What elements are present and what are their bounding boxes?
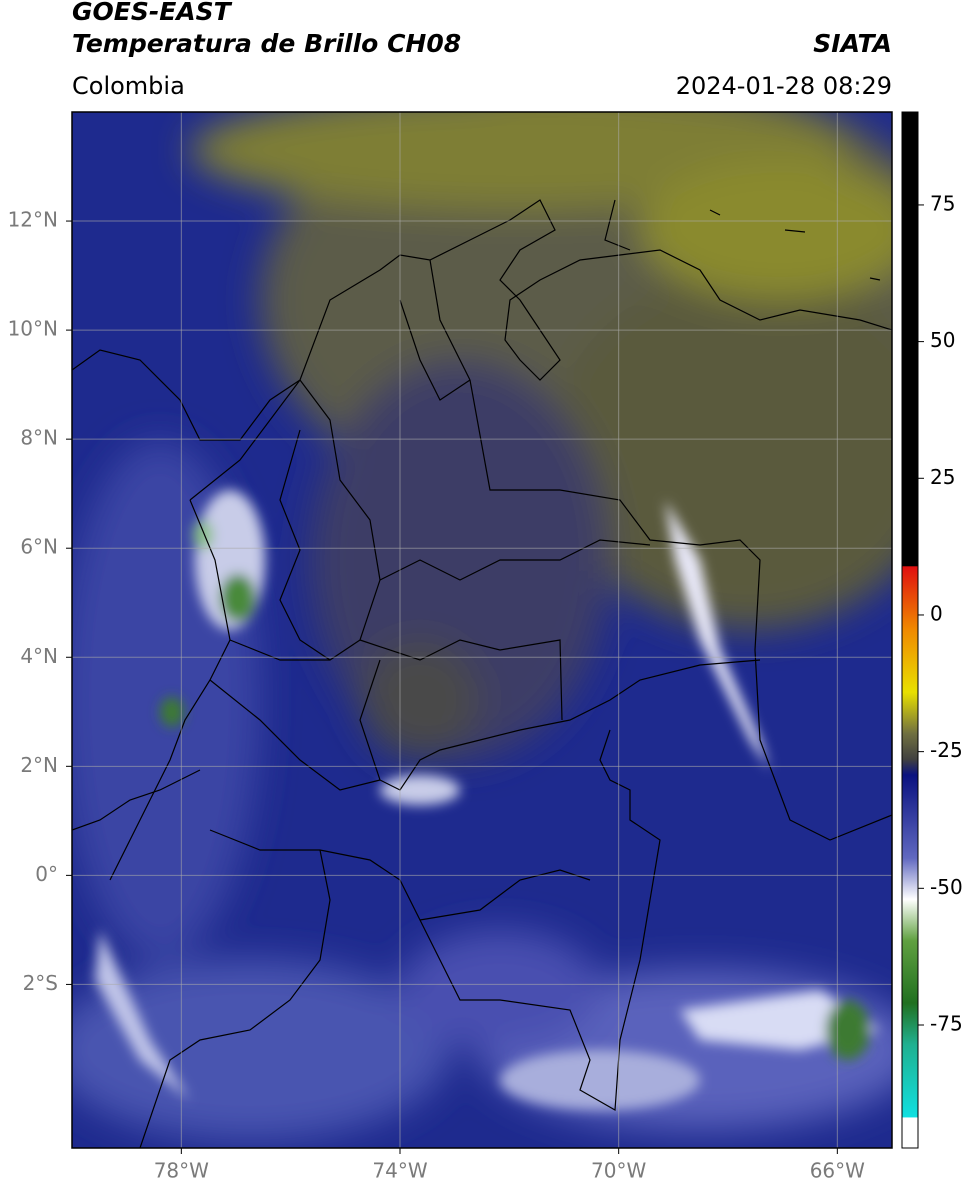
y-tick-label: 10°N xyxy=(8,317,58,341)
satellite-image xyxy=(72,112,892,1148)
region: Colombia xyxy=(72,72,185,100)
x-tick-label: 70°W xyxy=(591,1159,646,1183)
colorbar-tick-label: 75 xyxy=(930,191,955,215)
y-tick-label: 12°N xyxy=(8,208,58,232)
x-tick-label: 66°W xyxy=(810,1159,865,1183)
colorbar-tick-label: 50 xyxy=(930,328,955,352)
borders xyxy=(72,199,892,1148)
colorbar-tick-label: -50 xyxy=(930,875,963,899)
y-tick-label: 0° xyxy=(35,862,58,886)
title: GOES-EAST xyxy=(72,0,233,26)
datetime: 2024-01-28 08:29 xyxy=(676,72,892,100)
colorbar xyxy=(901,111,919,1149)
x-tick-label: 74°W xyxy=(372,1159,427,1183)
y-tick-label: 4°N xyxy=(20,644,58,668)
subtitle: Temperatura de Brillo CH08 xyxy=(72,29,461,58)
colorbar-tick-label: 25 xyxy=(930,465,955,489)
y-tick-label: 6°N xyxy=(20,535,58,559)
map-frame xyxy=(71,111,893,1149)
graticule xyxy=(72,112,892,1148)
source: SIATA xyxy=(813,29,892,58)
y-tick-label: 8°N xyxy=(20,426,58,450)
colorbar-tick-label: 0 xyxy=(930,601,943,625)
colorbar-tick-label: -75 xyxy=(930,1011,963,1035)
y-tick-label: 2°N xyxy=(20,753,58,777)
y-tick-label: 2°S xyxy=(23,971,58,995)
colorbar-tick-label: -25 xyxy=(930,738,963,762)
x-tick-label: 78°W xyxy=(154,1159,209,1183)
